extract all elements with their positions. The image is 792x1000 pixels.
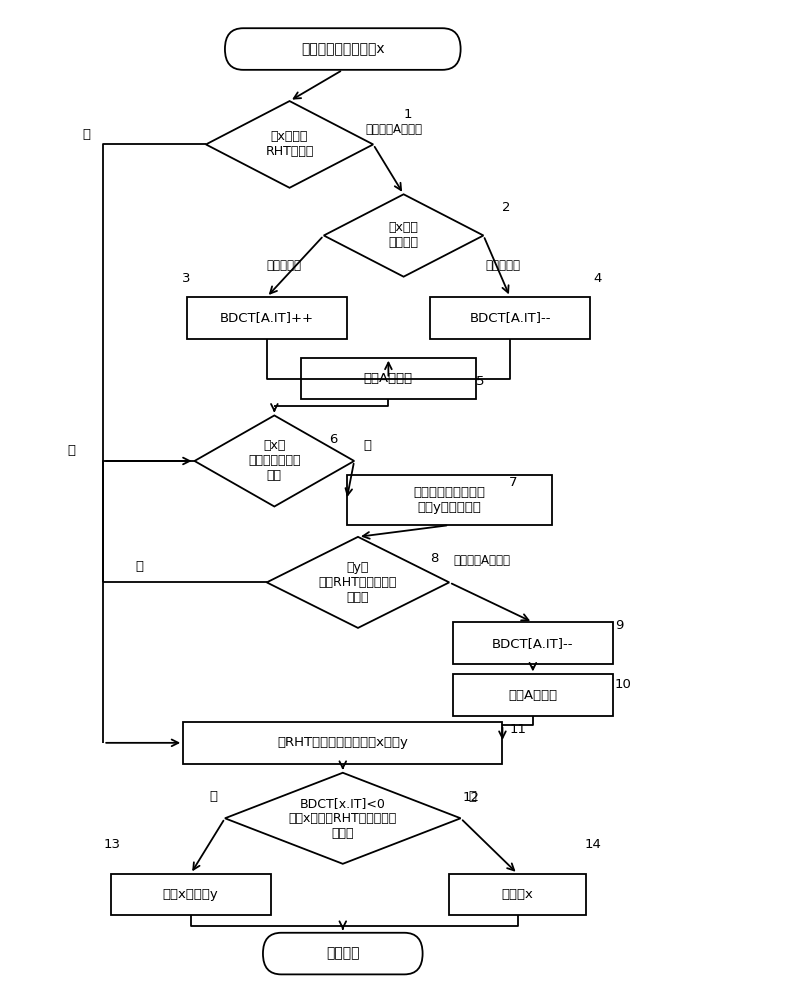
Text: 11: 11: [510, 723, 527, 736]
Text: BDCT[A.IT]++: BDCT[A.IT]++: [219, 311, 314, 324]
Text: 处理结束: 处理结束: [326, 947, 360, 961]
FancyBboxPatch shape: [453, 674, 613, 716]
Text: 否: 否: [364, 439, 371, 452]
FancyBboxPatch shape: [453, 622, 613, 664]
Text: 排出块标签: 排出块标签: [485, 259, 520, 272]
Text: 末级缓存替换算法选
择块y作为排出块: 末级缓存替换算法选 择块y作为排出块: [413, 486, 485, 514]
Text: 8: 8: [430, 552, 439, 565]
Text: 在RHT中选择一项记录块x和块y: 在RHT中选择一项记录块x和块y: [277, 736, 408, 749]
Text: 1: 1: [404, 108, 412, 121]
Text: 否: 否: [82, 128, 91, 141]
Polygon shape: [225, 773, 461, 864]
FancyBboxPatch shape: [183, 722, 502, 764]
FancyBboxPatch shape: [347, 475, 552, 525]
Text: 块x命中
哪个标签: 块x命中 哪个标签: [389, 221, 419, 249]
Text: 块y是
否在RHT中命中进入
块标签: 块y是 否在RHT中命中进入 块标签: [319, 561, 397, 604]
FancyBboxPatch shape: [449, 874, 586, 915]
Text: 是: 是: [209, 790, 217, 803]
FancyBboxPatch shape: [263, 933, 423, 974]
Text: 进入块标签: 进入块标签: [266, 259, 301, 272]
Text: 2: 2: [502, 201, 511, 214]
Text: 9: 9: [615, 619, 623, 632]
Text: 5: 5: [476, 375, 485, 388]
Text: 14: 14: [584, 838, 601, 851]
FancyBboxPatch shape: [430, 297, 590, 339]
Polygon shape: [206, 101, 373, 188]
Text: 当前访问末级缓存块x: 当前访问末级缓存块x: [301, 42, 385, 56]
FancyBboxPatch shape: [301, 358, 476, 399]
Text: BDCT[A.IT]--: BDCT[A.IT]--: [492, 637, 573, 650]
Text: 块x是否在
RHT中命中: 块x是否在 RHT中命中: [265, 130, 314, 158]
Text: 7: 7: [508, 476, 517, 489]
Polygon shape: [195, 415, 354, 507]
Text: 旁路块x: 旁路块x: [501, 888, 534, 901]
Text: 将项A置无效: 将项A置无效: [364, 372, 413, 385]
Text: 是，在项A中命中: 是，在项A中命中: [453, 554, 510, 567]
Text: BDCT[A.IT]--: BDCT[A.IT]--: [470, 311, 550, 324]
Polygon shape: [267, 537, 449, 628]
Text: 块x是
否在末级缓存中
命中: 块x是 否在末级缓存中 命中: [248, 439, 301, 482]
Polygon shape: [324, 194, 483, 277]
Text: 是: 是: [67, 444, 75, 457]
Text: BDCT[x.IT]<0
或块x是否在RHT中命中进入
块标签: BDCT[x.IT]<0 或块x是否在RHT中命中进入 块标签: [288, 797, 397, 840]
Text: 否: 否: [135, 560, 143, 573]
Text: 将项A置无效: 将项A置无效: [508, 689, 558, 702]
Text: 6: 6: [329, 433, 337, 446]
Text: 用块x替换块y: 用块x替换块y: [163, 888, 219, 901]
FancyBboxPatch shape: [225, 28, 461, 70]
Text: 是，在项A中命中: 是，在项A中命中: [366, 123, 423, 136]
Text: 否: 否: [468, 790, 476, 803]
Text: 4: 4: [594, 272, 602, 285]
FancyBboxPatch shape: [187, 297, 347, 339]
Text: 3: 3: [181, 272, 190, 285]
Text: 13: 13: [103, 838, 120, 851]
Text: 10: 10: [615, 678, 632, 691]
FancyBboxPatch shape: [111, 874, 271, 915]
Text: 12: 12: [463, 791, 480, 804]
